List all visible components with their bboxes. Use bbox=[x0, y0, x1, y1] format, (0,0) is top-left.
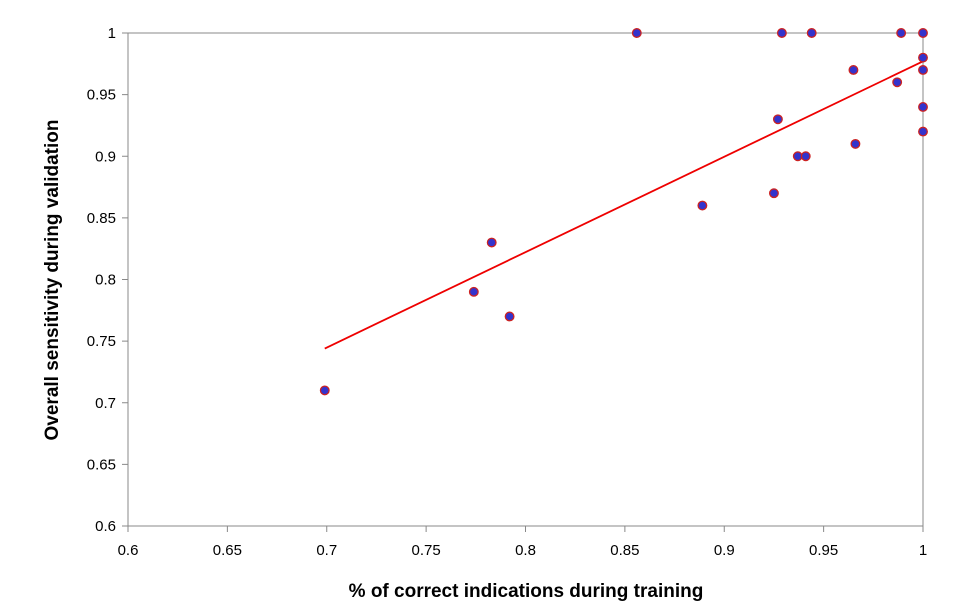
data-point bbox=[918, 65, 928, 75]
data-point bbox=[806, 28, 817, 38]
data-point bbox=[504, 311, 515, 322]
data-point bbox=[768, 188, 779, 199]
data-point bbox=[896, 28, 907, 38]
y-tick-label: 0.75 bbox=[87, 333, 116, 350]
y-tick-label: 0.95 bbox=[87, 87, 116, 104]
y-tick-label: 0.7 bbox=[95, 395, 116, 412]
x-axis-ticks: 0.6 0.65 0.7 0.75 0.8 0.85 0.9 0.95 1 bbox=[118, 526, 927, 559]
data-point bbox=[800, 151, 811, 162]
y-tick-label: 1 bbox=[108, 25, 116, 42]
x-tick-label: 0.9 bbox=[714, 542, 735, 559]
data-point bbox=[892, 77, 903, 88]
y-axis-ticks: 0.6 0.65 0.7 0.75 0.8 0.85 0.9 0.95 1 bbox=[87, 25, 128, 535]
x-tick-label: 0.95 bbox=[809, 542, 838, 559]
data-point bbox=[918, 101, 928, 112]
x-tick-label: 0.65 bbox=[213, 542, 242, 559]
y-tick-label: 0.9 bbox=[95, 148, 116, 165]
data-point bbox=[772, 114, 783, 125]
x-tick-label: 0.7 bbox=[316, 542, 337, 559]
y-axis-title: Overall sensitivity during validation bbox=[42, 120, 63, 441]
x-tick-label: 0.75 bbox=[412, 542, 441, 559]
x-tick-label: 0.8 bbox=[515, 542, 536, 559]
data-point bbox=[776, 28, 787, 38]
y-tick-label: 0.65 bbox=[87, 456, 116, 473]
x-tick-label: 0.85 bbox=[610, 542, 639, 559]
data-point bbox=[850, 138, 861, 149]
data-point bbox=[697, 200, 708, 211]
axes bbox=[127, 32, 924, 527]
data-point bbox=[918, 126, 928, 137]
x-tick-label: 0.6 bbox=[118, 542, 139, 559]
data-points bbox=[319, 28, 928, 396]
trendline bbox=[324, 60, 924, 350]
trendline-group bbox=[324, 60, 924, 350]
data-point bbox=[486, 237, 497, 248]
data-point bbox=[319, 385, 330, 396]
y-tick-label: 0.85 bbox=[87, 210, 116, 227]
y-tick-label: 0.8 bbox=[95, 272, 116, 289]
data-point bbox=[848, 65, 859, 75]
x-tick-label: 1 bbox=[919, 542, 927, 559]
data-point bbox=[468, 286, 479, 297]
data-point bbox=[918, 52, 928, 63]
data-point bbox=[631, 28, 642, 38]
y-tick-label: 0.6 bbox=[95, 518, 116, 535]
data-point bbox=[918, 28, 928, 38]
x-axis-title: % of correct indications during training bbox=[349, 581, 704, 602]
